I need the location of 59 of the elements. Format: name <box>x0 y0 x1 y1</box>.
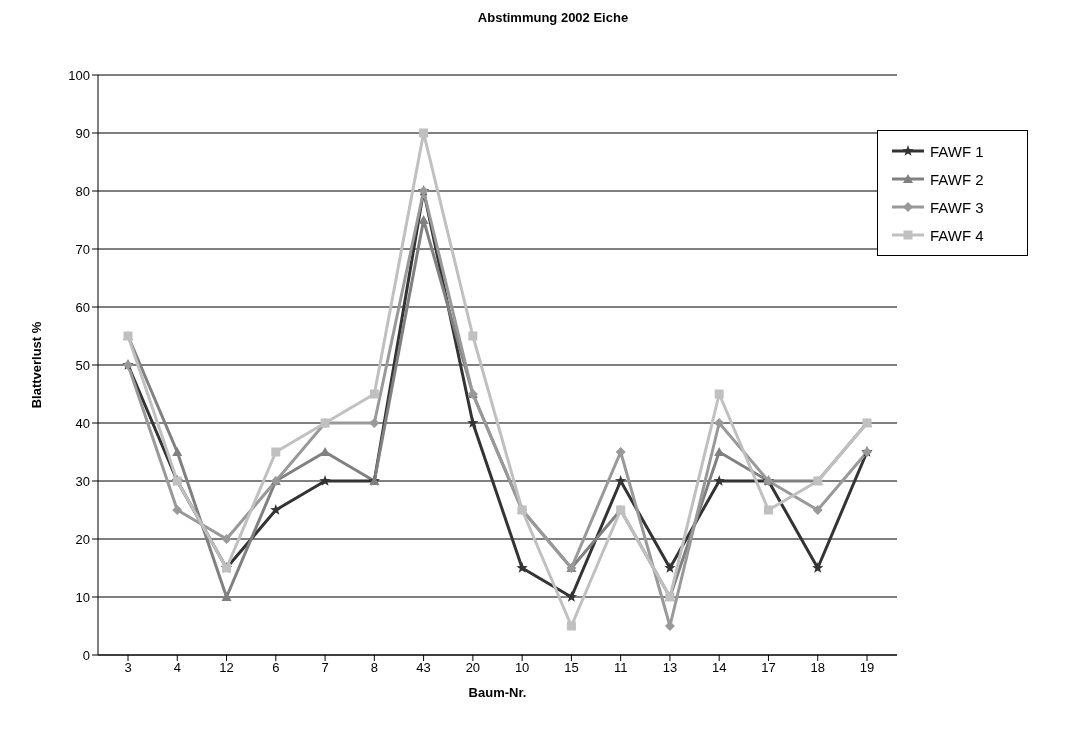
point <box>369 418 380 428</box>
point <box>714 389 724 399</box>
x-tick-label: 17 <box>761 660 776 676</box>
y-tick-label: 60 <box>75 299 90 315</box>
x-tick-label: 15 <box>564 660 579 676</box>
point <box>369 389 379 399</box>
legend-label: FAWF 3 <box>930 198 984 216</box>
point <box>418 215 429 224</box>
point <box>614 475 627 486</box>
point <box>468 331 478 341</box>
x-tick-label: 10 <box>514 660 530 676</box>
legend-label: FAWF 1 <box>930 142 984 160</box>
point <box>270 504 282 515</box>
y-tick-label: 0 <box>82 647 90 663</box>
x-tick-label: 7 <box>321 660 329 676</box>
point <box>467 417 479 428</box>
point <box>565 591 578 602</box>
y-tick-label: 20 <box>75 531 90 547</box>
point <box>812 562 824 573</box>
point <box>516 562 528 573</box>
y-axis-title: Blattverlust % <box>28 321 44 409</box>
point <box>566 621 576 631</box>
point <box>763 505 773 515</box>
y-tick-label: 50 <box>75 357 90 373</box>
point <box>812 505 823 515</box>
point <box>221 592 232 601</box>
point <box>221 534 232 544</box>
x-tick-label: 19 <box>859 660 875 676</box>
legend-label: FAWF 4 <box>930 226 984 244</box>
point <box>714 418 725 428</box>
point <box>172 505 183 515</box>
point <box>319 475 331 486</box>
point <box>615 447 626 457</box>
x-tick-label: 6 <box>272 660 280 676</box>
x-axis-title: Baum-Nr. <box>468 685 527 700</box>
point <box>172 447 183 456</box>
y-tick-label: 80 <box>75 183 90 199</box>
point <box>713 475 725 486</box>
y-tick-label: 30 <box>75 473 90 489</box>
x-tick-label: 43 <box>416 660 431 676</box>
x-tick-label: 3 <box>124 660 132 676</box>
y-tick-label: 40 <box>75 415 90 431</box>
x-tick-label: 13 <box>662 660 678 676</box>
point <box>271 447 281 457</box>
point <box>664 562 676 573</box>
x-tick-label: 11 <box>613 660 628 676</box>
point <box>419 128 429 138</box>
x-tick-label: 12 <box>219 660 234 676</box>
x-tick-label: 20 <box>465 660 481 676</box>
y-tick-label: 100 <box>68 67 90 83</box>
x-tick-label: 8 <box>370 660 378 676</box>
y-tick-label: 10 <box>75 589 90 605</box>
chart-title: Abstimmung 2002 Eiche <box>476 9 630 25</box>
x-tick-label: 4 <box>173 660 181 676</box>
x-tick-label: 14 <box>711 660 727 676</box>
y-tick-label: 70 <box>75 241 90 257</box>
y-tick-label: 90 <box>75 125 90 141</box>
x-tick-label: 18 <box>810 660 825 676</box>
legend-label: FAWF 2 <box>930 170 984 188</box>
